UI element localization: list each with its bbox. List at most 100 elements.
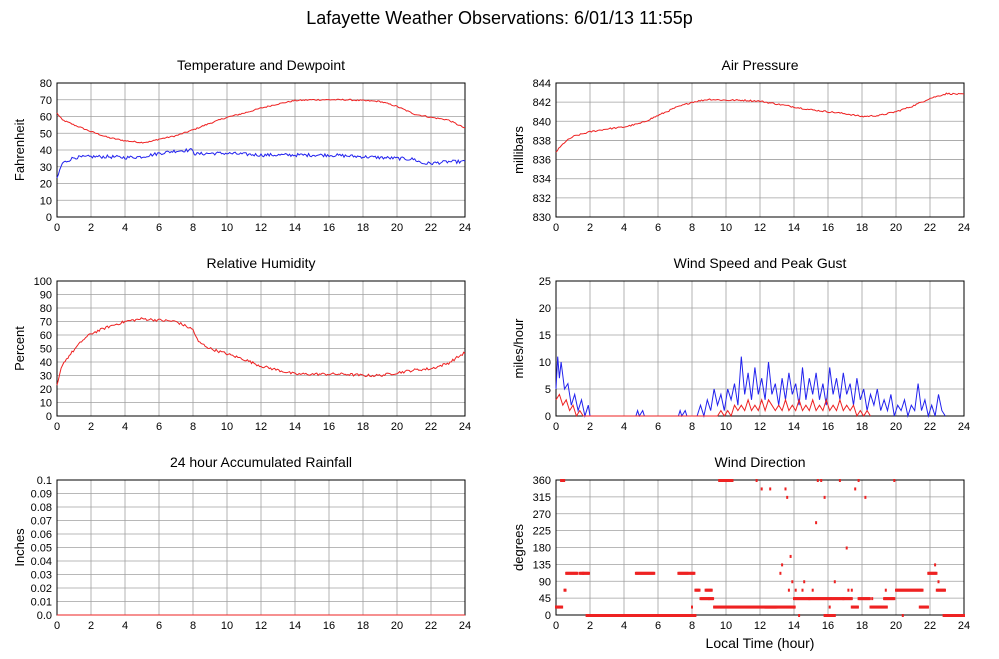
direction-point: [833, 580, 836, 584]
direction-point: [883, 597, 886, 601]
direction-point: [613, 614, 616, 617]
panel-title-wind: Wind Speed and Peak Gust: [674, 255, 847, 271]
direction-point: [951, 614, 954, 617]
x-tick-label: 14: [788, 222, 800, 234]
direction-point: [859, 597, 862, 601]
direction-point: [713, 605, 716, 609]
direction-point: [787, 605, 790, 609]
direction-point: [831, 597, 834, 601]
direction-point: [805, 597, 808, 601]
direction-point: [696, 588, 699, 592]
direction-point: [886, 597, 889, 601]
x-tick-label: 20: [890, 222, 902, 234]
direction-point: [935, 588, 938, 592]
direction-point: [602, 614, 605, 617]
y-tick-label: 834: [533, 174, 551, 186]
direction-point: [898, 588, 901, 592]
direction-point: [828, 597, 831, 601]
direction-point: [703, 597, 706, 601]
x-tick-label: 22: [924, 421, 936, 433]
direction-point: [738, 605, 741, 609]
direction-point: [564, 588, 567, 592]
direction-point: [635, 614, 638, 617]
x-tick-label: 24: [459, 620, 471, 632]
direction-point: [781, 563, 784, 567]
y-tick-label: 0.06: [31, 529, 52, 541]
direction-point: [763, 605, 766, 609]
x-tick-label: 18: [357, 620, 369, 632]
direction-point: [709, 597, 712, 601]
direction-point: [817, 597, 820, 601]
x-tick-label: 20: [391, 421, 403, 433]
direction-point: [741, 605, 744, 609]
y-tick-label: 25: [539, 276, 551, 288]
x-tick-label: 24: [958, 421, 970, 433]
direction-point: [691, 571, 694, 575]
direction-point: [593, 614, 596, 617]
x-tick-label: 8: [689, 620, 695, 632]
direction-point: [787, 588, 790, 592]
direction-point: [930, 571, 933, 575]
direction-point: [826, 614, 829, 617]
direction-point: [785, 605, 788, 609]
direction-point: [561, 479, 564, 482]
x-tick-label: 18: [357, 421, 369, 433]
x-tick-label: 10: [221, 421, 233, 433]
direction-point: [676, 614, 679, 617]
y-tick-label: 0.02: [31, 583, 52, 595]
direction-point: [634, 614, 637, 617]
direction-point: [796, 597, 799, 601]
y-tick-label: 45: [539, 593, 551, 605]
direction-point: [755, 479, 758, 482]
direction-point: [836, 597, 839, 601]
x-tick-label: 12: [754, 421, 766, 433]
direction-point: [563, 588, 566, 592]
direction-point: [820, 479, 823, 482]
direction-point: [641, 614, 644, 617]
direction-point: [715, 605, 718, 609]
direction-point: [774, 605, 777, 609]
x-tick-label: 4: [621, 620, 627, 632]
direction-point: [842, 597, 845, 601]
x-tick-label: 24: [459, 222, 471, 234]
direction-point: [567, 571, 570, 575]
panel-title-pressure: Air Pressure: [721, 57, 798, 73]
direction-point: [901, 588, 904, 592]
direction-point: [946, 614, 949, 617]
direction-point: [750, 605, 753, 609]
direction-point: [560, 479, 563, 482]
direction-point: [747, 605, 750, 609]
direction-point: [903, 588, 906, 592]
x-tick-label: 20: [890, 620, 902, 632]
direction-point: [645, 571, 648, 575]
direction-point: [723, 605, 726, 609]
direction-point: [589, 614, 592, 617]
y-tick-label: 10: [539, 357, 551, 369]
x-tick-label: 20: [890, 421, 902, 433]
direction-point: [816, 479, 819, 482]
direction-point: [963, 614, 965, 617]
x-tick-label: 12: [754, 620, 766, 632]
direction-point: [693, 571, 696, 575]
direction-point: [779, 605, 782, 609]
direction-point: [779, 571, 782, 575]
direction-point: [884, 597, 887, 601]
direction-point: [601, 614, 604, 617]
direction-point: [858, 597, 861, 601]
direction-point: [720, 479, 723, 482]
direction-point: [938, 588, 941, 592]
direction-point: [691, 614, 694, 617]
direction-point: [727, 479, 730, 482]
x-tick-label: 8: [689, 222, 695, 234]
y-tick-label: 5: [545, 384, 551, 396]
direction-point: [874, 605, 877, 609]
direction-point: [611, 614, 614, 617]
x-tick-label: 4: [621, 222, 627, 234]
x-tick-label: 22: [425, 222, 437, 234]
direction-point: [912, 588, 915, 592]
direction-point: [645, 614, 648, 617]
direction-point: [823, 614, 826, 617]
direction-point: [885, 597, 888, 601]
y-tick-label: 90: [40, 290, 52, 302]
direction-point: [659, 614, 662, 617]
